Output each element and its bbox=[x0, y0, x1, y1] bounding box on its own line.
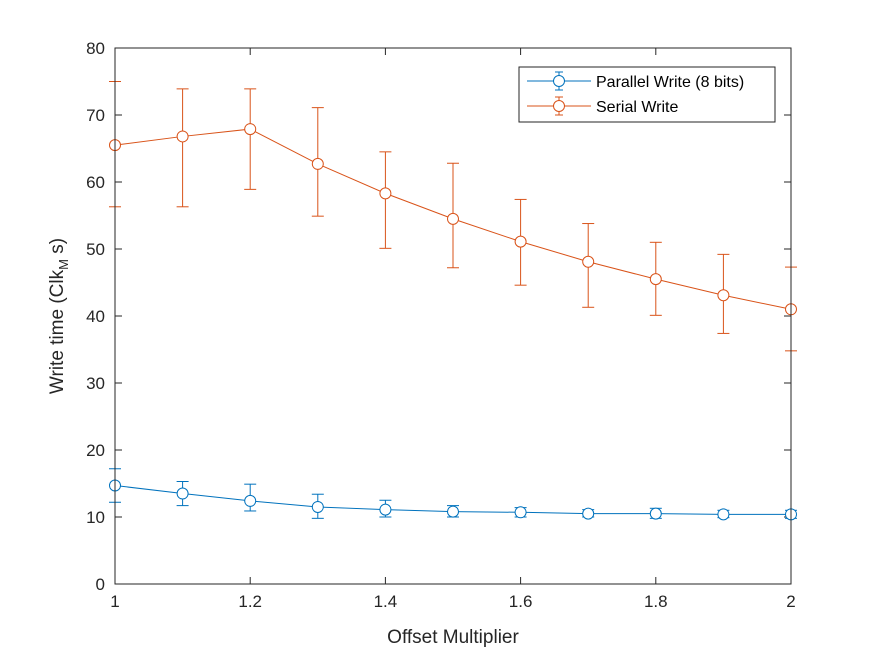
x-tick-label: 1.6 bbox=[509, 592, 533, 611]
data-point bbox=[717, 508, 730, 521]
data-point bbox=[447, 505, 459, 518]
data-point bbox=[582, 507, 595, 520]
data-point bbox=[582, 255, 595, 268]
legend-entry-serial: Serial Write bbox=[527, 96, 678, 116]
data-point bbox=[649, 507, 662, 520]
y-tick-label: 0 bbox=[96, 575, 105, 594]
y-axis-label-prefix: Write time (Clk bbox=[47, 269, 68, 394]
y-tick-label: 20 bbox=[86, 441, 105, 460]
data-point bbox=[447, 212, 459, 225]
data-point bbox=[311, 500, 324, 513]
x-axis-ticks: 1 1.2 1.4 1.6 1.8 2 bbox=[110, 48, 796, 611]
x-tick-label: 1.2 bbox=[238, 592, 262, 611]
data-point bbox=[379, 187, 392, 200]
axes-box bbox=[114, 47, 792, 585]
y-tick-label: 70 bbox=[86, 106, 105, 125]
y-axis-label-suffix: s) bbox=[47, 238, 68, 259]
y-axis-label: Write time (ClkM s) bbox=[47, 238, 71, 394]
legend-label-parallel: Parallel Write (8 bits) bbox=[596, 74, 744, 91]
data-point bbox=[514, 235, 527, 248]
data-point bbox=[514, 506, 527, 519]
x-tick-label: 1.8 bbox=[644, 592, 668, 611]
data-point bbox=[717, 289, 730, 302]
legend-entry-parallel: Parallel Write (8 bits) bbox=[527, 71, 744, 91]
y-tick-label: 10 bbox=[86, 508, 105, 527]
plot-area bbox=[115, 48, 791, 584]
y-tick-label: 60 bbox=[86, 173, 105, 192]
data-point bbox=[244, 494, 257, 507]
data-point bbox=[311, 157, 324, 170]
legend-marker-parallel bbox=[553, 75, 565, 87]
x-axis-label: Offset Multiplier bbox=[387, 627, 519, 648]
legend-marker-serial bbox=[553, 100, 565, 112]
y-tick-label: 80 bbox=[86, 39, 105, 58]
data-point bbox=[244, 123, 257, 136]
data-point bbox=[649, 273, 662, 286]
x-tick-label: 2 bbox=[786, 592, 795, 611]
series-layer bbox=[109, 81, 797, 521]
y-axis-label-subscript: M bbox=[56, 259, 71, 270]
x-tick-label: 1 bbox=[110, 592, 119, 611]
y-tick-label: 30 bbox=[86, 374, 105, 393]
y-tick-label: 40 bbox=[86, 307, 105, 326]
legend: Parallel Write (8 bits) Serial Write bbox=[518, 66, 776, 123]
x-tick-label: 1.4 bbox=[374, 592, 398, 611]
series-0 bbox=[109, 468, 797, 521]
data-point bbox=[176, 130, 189, 143]
y-tick-label: 50 bbox=[86, 240, 105, 259]
series-1 bbox=[109, 81, 797, 352]
data-point bbox=[176, 487, 189, 500]
data-point bbox=[379, 503, 392, 516]
legend-label-serial: Serial Write bbox=[596, 99, 678, 116]
